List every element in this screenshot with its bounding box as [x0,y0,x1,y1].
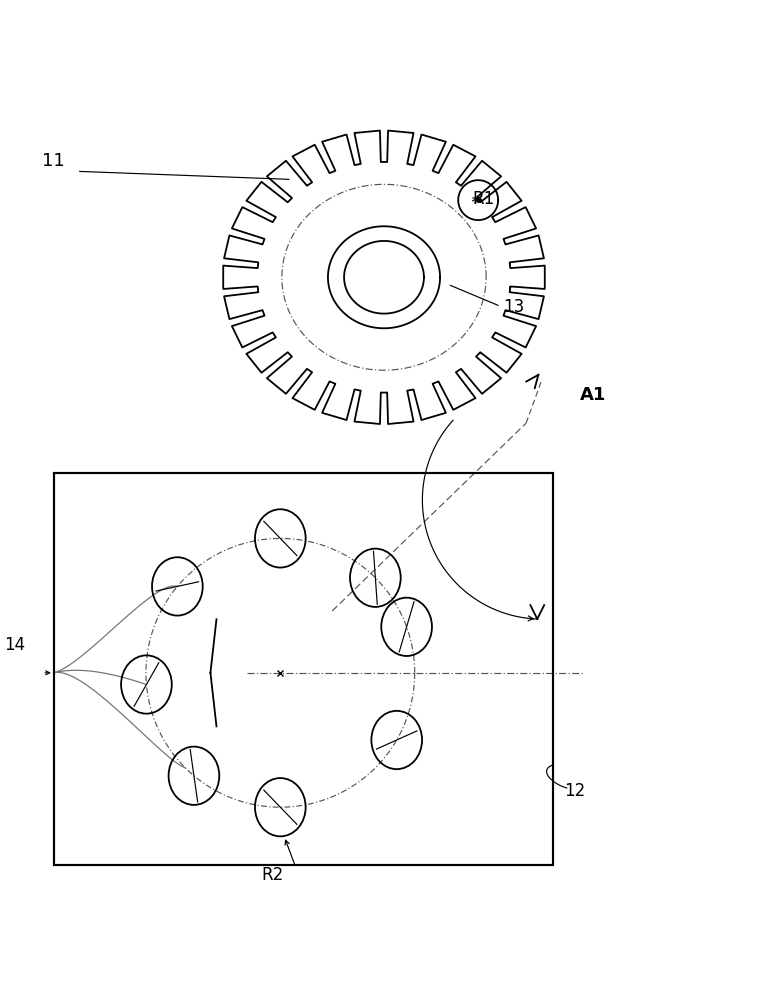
Text: R1: R1 [472,190,495,208]
Text: 14: 14 [4,636,25,654]
Text: R2: R2 [261,866,283,884]
Text: 12: 12 [564,782,586,800]
Text: 13: 13 [503,298,525,316]
Text: A1: A1 [580,386,606,404]
Text: 11: 11 [42,152,65,170]
Bar [54,473,553,865]
